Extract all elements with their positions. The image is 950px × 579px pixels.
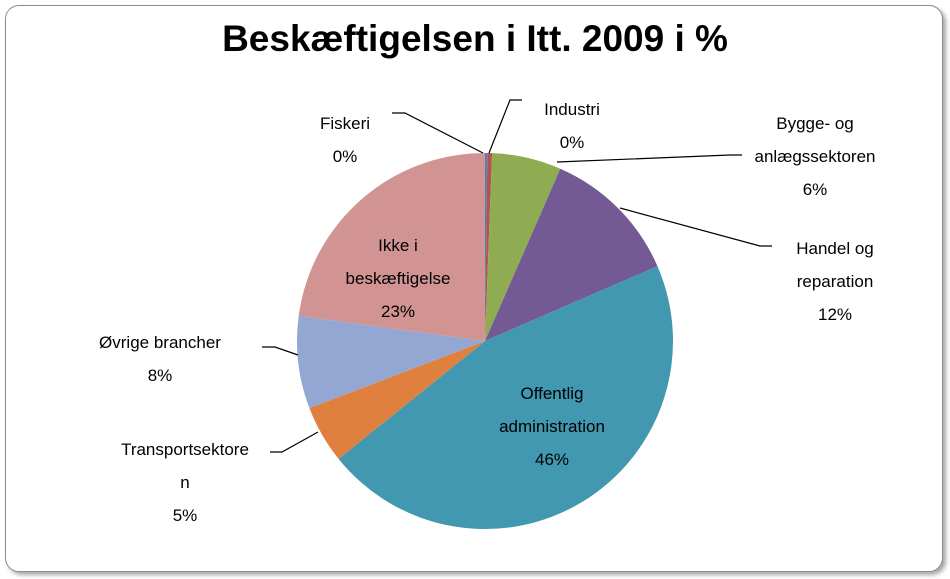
value-label: 6% (802, 180, 828, 199)
value-label: 0% (559, 133, 585, 152)
pie-slice (297, 315, 485, 409)
leader-line (270, 431, 319, 453)
data-label: Offentlig administration 46% (477, 377, 627, 476)
pie (297, 153, 673, 529)
pie-slice (309, 341, 485, 459)
value-label: 8% (147, 366, 173, 385)
leader-line (488, 99, 522, 154)
leader-line (556, 154, 742, 163)
data-label: Transportsektoren 5% (119, 433, 252, 532)
chart-title: Beskæftigelsen i Itt. 2009 i % (222, 18, 728, 59)
pie-slice (485, 153, 561, 341)
pie-slice (338, 266, 673, 529)
leader-line (262, 346, 299, 356)
data-label: Bygge- og anlægssektoren 6% (745, 107, 885, 206)
leader-line (619, 207, 772, 247)
pie-slice (485, 153, 488, 341)
data-label: Ikke i beskæftigelse 23% (333, 229, 463, 328)
category-label: Handel og reparation (796, 239, 874, 291)
data-label: Øvrige brancher 8% (70, 326, 250, 392)
value-label: 46% (534, 450, 570, 469)
data-label: Handel og reparation 12% (780, 232, 890, 331)
category-label: Industri (544, 100, 600, 119)
data-label: Industri 0% (527, 93, 617, 159)
category-label: Bygge- og anlægssektoren (754, 114, 876, 166)
category-label: Transportsektoren (121, 440, 249, 492)
pie-slice (485, 168, 658, 341)
value-label: 12% (817, 305, 853, 324)
data-label: Fiskeri 0% (300, 107, 390, 173)
category-label: Offentlig administration (499, 384, 605, 436)
value-label: 0% (332, 147, 358, 166)
category-label: Ikke i beskæftigelse (345, 236, 451, 288)
category-label: Øvrige brancher (99, 333, 221, 352)
category-label: Fiskeri (319, 114, 371, 133)
leader-lines (262, 99, 772, 453)
pie-slice (298, 153, 485, 341)
value-label: 5% (172, 506, 198, 525)
leader-line (392, 112, 484, 154)
pie-slice (485, 153, 493, 341)
value-label: 23% (380, 302, 416, 321)
